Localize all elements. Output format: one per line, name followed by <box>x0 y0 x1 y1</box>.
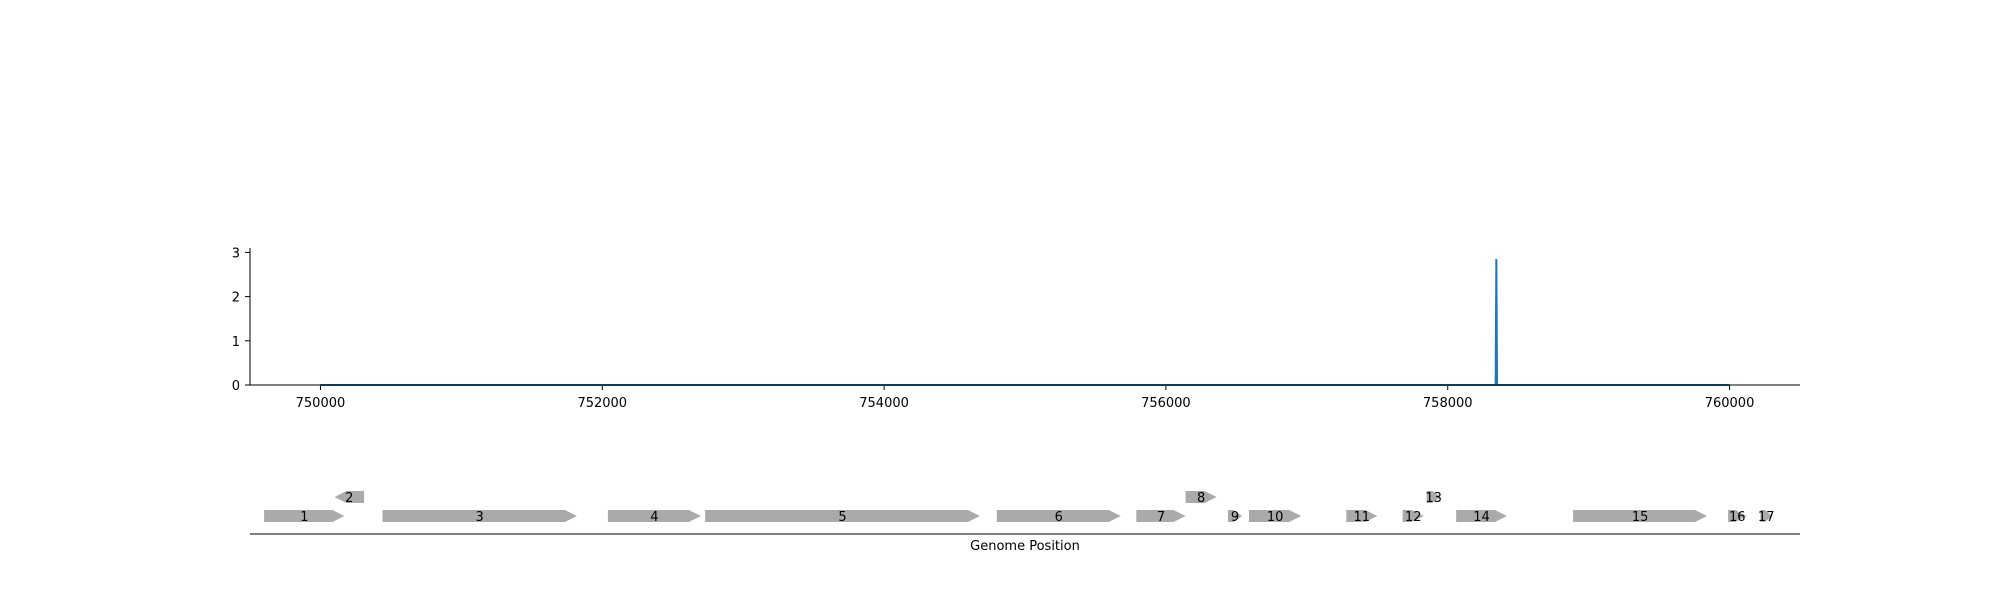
gene-label: 16 <box>1729 510 1746 525</box>
gene-label: 7 <box>1157 510 1165 525</box>
gene-label: 9 <box>1231 510 1239 525</box>
y-axis-ticks: 0 1 2 3 <box>232 246 250 394</box>
gene-arrow <box>705 510 980 522</box>
gene-label: 10 <box>1267 510 1284 525</box>
gene-arrow <box>1249 510 1302 522</box>
gene-label: 17 <box>1758 510 1775 525</box>
gene-label: 15 <box>1632 510 1649 525</box>
coverage-series-line <box>320 259 1730 386</box>
x-tick-label: 760000 <box>1705 396 1755 411</box>
coverage-panel: 0 1 2 3 750000 752000 754000 756000 758000 76000… <box>232 246 1800 411</box>
gene-label: 13 <box>1425 491 1442 506</box>
gene-arrow <box>1573 510 1707 522</box>
gene-label: 11 <box>1354 510 1371 525</box>
gene-arrow <box>1402 510 1424 522</box>
gene-arrow <box>382 510 577 522</box>
y-tick-label: 2 <box>232 291 240 306</box>
x-axis-ticks: 750000 752000 754000 756000 758000 760000 <box>296 385 1755 411</box>
y-tick-label: 0 <box>232 379 240 394</box>
gene-label: 4 <box>650 510 658 525</box>
y-tick-label: 1 <box>232 335 240 350</box>
gene-arrow <box>1136 510 1186 522</box>
gene-arrow <box>264 510 345 522</box>
gene-label: 3 <box>476 510 484 525</box>
gene-arrow <box>1760 510 1772 522</box>
gene-label: 5 <box>838 510 846 525</box>
gene-label: 6 <box>1055 510 1063 525</box>
gene-arrow <box>334 491 365 503</box>
gene-arrow <box>1185 491 1217 503</box>
gene-arrow <box>996 510 1121 522</box>
gene-label: 12 <box>1405 510 1422 525</box>
x-tick-label: 752000 <box>577 396 627 411</box>
x-tick-label: 754000 <box>859 396 909 411</box>
gene-label: 1 <box>300 510 308 525</box>
gene-arrow <box>1227 510 1242 522</box>
gene-arrow <box>1728 510 1747 522</box>
gene-label: 14 <box>1473 510 1490 525</box>
gene-label: 8 <box>1197 491 1205 506</box>
x-tick-label: 758000 <box>1423 396 1473 411</box>
y-tick-label: 3 <box>232 246 240 261</box>
gene-arrow <box>607 510 701 522</box>
gene-arrow <box>1426 491 1441 503</box>
x-tick-label: 750000 <box>296 396 346 411</box>
x-tick-label: 756000 <box>1141 396 1191 411</box>
gene-arrow <box>1456 510 1507 522</box>
x-axis-label: Genome Position <box>970 539 1080 554</box>
gene-arrow <box>1346 510 1378 522</box>
gene-label: 2 <box>345 491 353 506</box>
